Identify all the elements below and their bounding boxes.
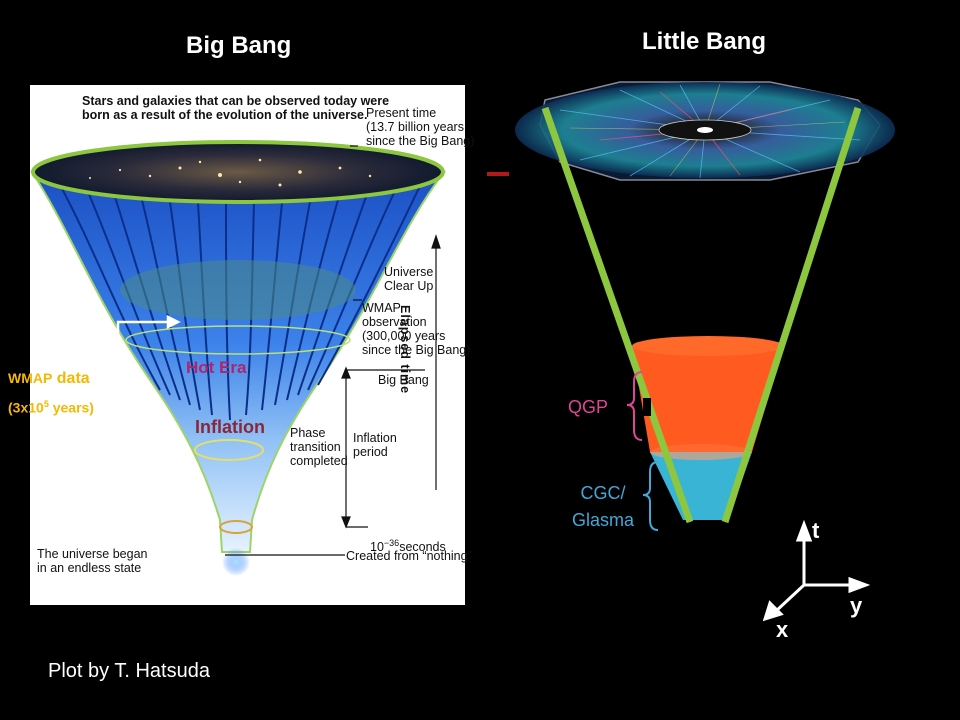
hot-era-ring — [125, 325, 351, 355]
axis-t-label: t — [812, 518, 820, 543]
time-seconds-label: 10−36seconds — [370, 522, 446, 554]
cgc-line2: Glasma — [571, 510, 634, 530]
big-bang-timeline — [225, 145, 441, 556]
created-from-nothing-annotation: Created from “nothing” — [346, 549, 472, 563]
universe-began-annotation: The universe began in an endless state — [37, 547, 148, 575]
wmap-years-pre: (3x10 — [8, 399, 44, 416]
galaxy-disk — [31, 140, 445, 204]
coordinate-axes — [762, 519, 871, 622]
phase-transition-annotation: Phase transition completed — [290, 426, 348, 468]
little-bang-cone — [487, 81, 895, 531]
wmap-data-label: WMAP data — [8, 370, 90, 388]
plot-credit: Plot by T. Hatsuda — [48, 660, 210, 682]
wmap-years-label: (3x105 years) — [8, 399, 94, 416]
origin-glow — [222, 548, 250, 576]
big-bang-title: Big Bang — [186, 32, 292, 59]
inflation-label: Inflation — [195, 417, 265, 437]
present-time-annotation: Present time (13.7 billion years since t… — [366, 106, 475, 148]
qgp-layer — [632, 346, 784, 452]
cgc-line1: CGC/ — [580, 483, 626, 503]
little-bang-title: Little Bang — [642, 28, 766, 55]
cmb-band — [120, 260, 356, 320]
seconds-unit: seconds — [399, 540, 446, 555]
cone-right-edge — [721, 106, 862, 524]
wmap-years-post: years) — [48, 399, 94, 416]
qgp-brace — [626, 371, 643, 441]
stars-galaxies-annotation: Stars and galaxies that can be observed … — [82, 94, 390, 122]
hot-era-label: Hot Era — [186, 358, 247, 377]
wmap-pointer-arrow — [116, 314, 181, 345]
cgc-brace — [642, 461, 659, 531]
wmap-prefix: WMAP — [8, 370, 53, 386]
seconds-exponent: −36 — [383, 538, 400, 548]
galaxy-stars — [89, 158, 372, 187]
axis-x-label: x — [776, 617, 789, 642]
wmap-data-word: data — [56, 370, 90, 387]
detector-event-display — [487, 81, 895, 181]
cgc-glasma-label: CGC/ Glasma — [560, 480, 646, 534]
inflation-ring — [219, 520, 253, 534]
axis-y-label: y — [850, 593, 863, 618]
big-bang-marker-label: Big Bang — [378, 373, 429, 387]
phase-transition-ring — [194, 439, 264, 461]
seconds-base: 10 — [370, 540, 384, 555]
universe-clear-up-annotation: Universe Clear Up — [384, 265, 434, 293]
cgc-glasma-layer — [650, 452, 752, 520]
cone-left-edge — [541, 106, 694, 524]
wmap-observation-annotation: WMAP observation (300,000 years since th… — [362, 301, 471, 357]
qgp-label: QGP — [568, 397, 609, 417]
wmap-years-exponent: 5 — [43, 399, 49, 409]
inflation-period-annotation: Inflation period — [353, 431, 397, 459]
